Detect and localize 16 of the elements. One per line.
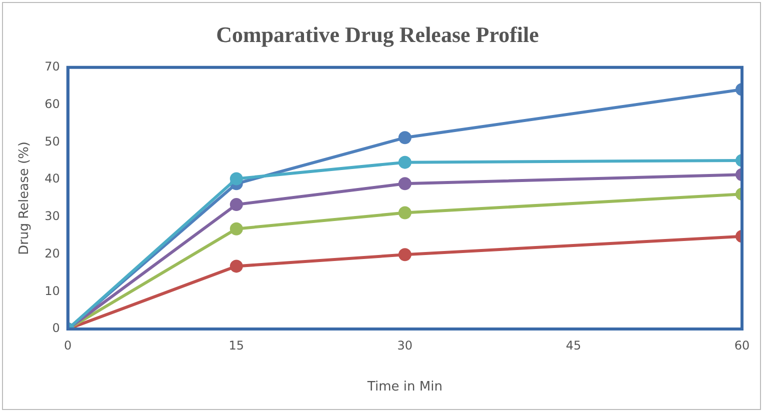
x-tick-label: 60	[734, 338, 750, 352]
chart-title: Comparative Drug Release Profile	[216, 22, 540, 47]
y-tick-label: 50	[44, 134, 60, 148]
y-tick-label: 70	[44, 60, 60, 74]
y-tick-label: 0	[52, 321, 60, 336]
x-axis-title: Time in Min	[366, 380, 442, 395]
y-tick-label: 10	[44, 284, 60, 298]
y-tick-label: 20	[44, 246, 60, 260]
y-tick-label: 40	[44, 172, 60, 186]
y-tick-label: 30	[44, 209, 60, 224]
x-tick-label: 0	[64, 338, 72, 352]
x-tick-label: 15	[228, 338, 244, 352]
y-tick-label: 60	[44, 96, 60, 111]
y-axis-title: Drug Release (%)	[17, 141, 32, 255]
x-tick-label: 45	[566, 338, 582, 352]
x-tick-label: 30	[397, 338, 413, 352]
